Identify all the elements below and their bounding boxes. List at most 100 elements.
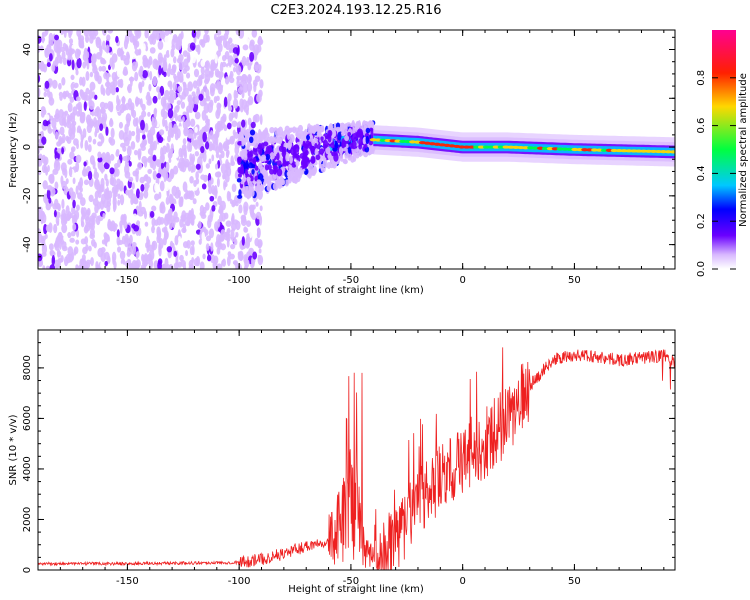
spectrogram-cell (216, 263, 223, 269)
spectrogram-xlabel: Height of straight line (km) (288, 285, 424, 296)
y-tick-label: 4000 (22, 456, 33, 481)
spectrogram-cell (132, 213, 138, 223)
spectrogram-cell (264, 127, 268, 134)
spectrogram-cell (85, 221, 91, 228)
spectrogram-cell (72, 223, 77, 231)
spectrogram-cell (166, 246, 173, 253)
spectrogram-cell (112, 201, 117, 213)
spectrogram-cell (222, 173, 226, 180)
spectrogram-cell (226, 65, 231, 77)
spectrogram-cell (100, 167, 104, 174)
carrier-core-cell (473, 145, 481, 149)
spectrogram-cell (265, 153, 271, 161)
x-tick-label: -150 (116, 275, 139, 286)
spectrogram-cell (93, 171, 100, 180)
spectrogram-cell (191, 30, 197, 38)
spectrogram-cell (204, 118, 211, 125)
spectrogram-cell (165, 161, 170, 172)
spectrogram-cell (172, 165, 179, 175)
spectrogram-cell (255, 201, 259, 207)
spectrogram-cell (131, 61, 138, 72)
spectrogram-cell (71, 206, 76, 215)
spectrogram-cell (307, 164, 314, 172)
spectrogram-cell (99, 123, 104, 131)
spectrogram-cell (249, 39, 255, 47)
spectrogram-cell (141, 103, 146, 112)
snr-panel: -150 -100 -50 0 50 0 2000 4000 6000 8000 Height o… (8, 329, 676, 595)
spectrogram-cell (246, 81, 253, 93)
spectrogram-cell (285, 153, 289, 162)
spectrogram-cell (70, 82, 75, 89)
spectrogram-cell (236, 79, 240, 88)
spectrogram-cell (70, 146, 76, 152)
spectrogram-cell (64, 67, 68, 74)
spectrogram-cell (238, 131, 243, 137)
spectrogram-cell (79, 186, 83, 193)
spectrogram-cell (70, 192, 75, 201)
spectrogram-cell (95, 261, 99, 269)
spectrogram-cell (178, 196, 183, 208)
spectrogram-cell (333, 152, 339, 162)
spectrogram-cell (226, 232, 231, 243)
spectrogram-cell (310, 155, 316, 164)
spectrogram-cell (254, 75, 261, 82)
spectrogram-cell (87, 144, 92, 153)
spectrogram-cell (205, 235, 212, 242)
spectrogram-cell (235, 90, 239, 99)
spectrogram-cell (163, 98, 167, 106)
spectrogram-cell (209, 86, 215, 97)
spectrogram-cell (225, 144, 230, 151)
spectrogram-cell (69, 122, 76, 134)
spectrogram-cell (110, 220, 116, 232)
spectrogram-cell (41, 32, 45, 44)
spectrogram-cell (178, 235, 181, 242)
spectrogram-cell (124, 123, 129, 135)
spectrogram-cell (75, 96, 81, 102)
spectrogram-cell (135, 168, 140, 177)
x-tick-label: -150 (116, 576, 139, 587)
spectrogram-cell (164, 35, 170, 44)
spectrogram-cell (131, 259, 138, 269)
spectrogram-cell (249, 227, 253, 239)
spectrogram-cell (307, 170, 312, 179)
spectrogram-cell (49, 249, 55, 255)
spectrogram-cell (208, 71, 214, 78)
spectrogram-cell (181, 90, 187, 100)
spectrogram-cell (42, 109, 47, 115)
spectrogram-cell (116, 47, 122, 57)
spectrogram-cell (247, 153, 253, 162)
spectrogram-cell (210, 242, 214, 252)
spectrogram-cell (189, 175, 194, 184)
spectrogram-cell (123, 38, 129, 50)
spectrogram-cell (89, 71, 94, 78)
spectrogram-cell (38, 62, 41, 71)
spectrogram-cell (90, 256, 94, 267)
spectrogram-cell (72, 199, 76, 209)
spectrogram-cell (190, 165, 194, 173)
spectrogram-cell (240, 105, 244, 113)
spectrogram-cell (49, 264, 56, 269)
spectrogram-cell (184, 161, 189, 168)
spectrogram-cell (151, 160, 157, 171)
spectrogram-cell (172, 81, 177, 92)
spectrogram-cell (230, 230, 235, 239)
spectrogram-cell (225, 159, 229, 170)
spectrogram-cell (183, 65, 190, 72)
spectrogram-cell (216, 171, 222, 178)
colorbar-tick-label: 0.2 (696, 213, 707, 229)
spectrogram-cell (169, 218, 173, 230)
spectrogram-cell (100, 184, 105, 193)
spectrogram-cell (81, 168, 88, 177)
spectrogram-cell (143, 189, 149, 199)
spectrogram-cell (89, 81, 96, 91)
spectrogram-cell (41, 243, 48, 255)
colorbar-label: Normalized spectral amplitude (738, 73, 749, 227)
spectrogram-cell (179, 254, 184, 262)
x-tick-label: -100 (228, 576, 251, 587)
carrier-core-cell (482, 145, 490, 149)
spectrogram-cell (71, 59, 75, 71)
spectrogram-cell (231, 183, 237, 193)
spectrogram-cell (133, 149, 138, 156)
spectrogram-cell (50, 173, 55, 184)
spectrogram-cell (98, 66, 103, 72)
